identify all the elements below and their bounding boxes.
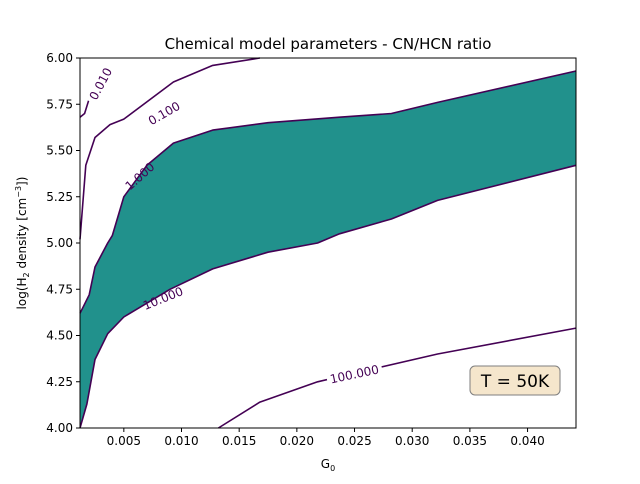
x-tick-label-2: 0.015 [222,434,256,448]
x-tick-label-6: 0.035 [453,434,487,448]
x-axis-label: G0 [321,457,335,473]
annotation-text: T = 50K [480,372,550,392]
contour-label-0: 0.010 [84,61,118,106]
y-tick-label-2: 4.50 [46,329,73,343]
y-tick-label-4: 5.00 [46,236,73,250]
annotation-background [469,365,561,396]
contour-line-3 [79,164,577,429]
annotation-box: T = 50K [469,365,561,396]
contour-label-gap [84,61,118,106]
contour-label-text: 0.010 [87,65,115,102]
filled-band [80,71,576,428]
contour-label-text: 0.100 [146,99,183,128]
x-tick-label-3: 0.020 [280,434,314,448]
contour-label-gap [325,360,384,389]
contour-label-4: 100.000 [325,360,384,389]
y-tick-label-3: 4.75 [46,282,73,296]
contour-line-2 [79,70,577,314]
x-tick-label-7: 0.040 [510,434,544,448]
y-tick-label-6: 5.50 [46,144,73,158]
y-axis-label: log(H2 density [cm−3]) [14,177,31,310]
y-tick-label-8: 6.00 [46,51,73,65]
y-tick-label-1: 4.25 [46,375,73,389]
y-tick-label-5: 5.25 [46,190,73,204]
contour-line-4 [217,327,577,429]
x-tick-label-0: 0.005 [107,434,141,448]
y-tick-label-0: 4.00 [46,421,73,435]
x-tick-label-1: 0.010 [164,434,198,448]
contour-line-1 [79,57,261,240]
contour-label-1: 0.100 [142,96,187,131]
chart-title: Chemical model parameters - CN/HCN ratio [165,35,492,53]
x-tick-label-5: 0.030 [395,434,429,448]
contour-label-text: 100.000 [329,362,380,386]
y-tick-label-7: 5.75 [46,97,73,111]
x-tick-label-4: 0.025 [337,434,371,448]
contour-label-gap [142,96,187,131]
